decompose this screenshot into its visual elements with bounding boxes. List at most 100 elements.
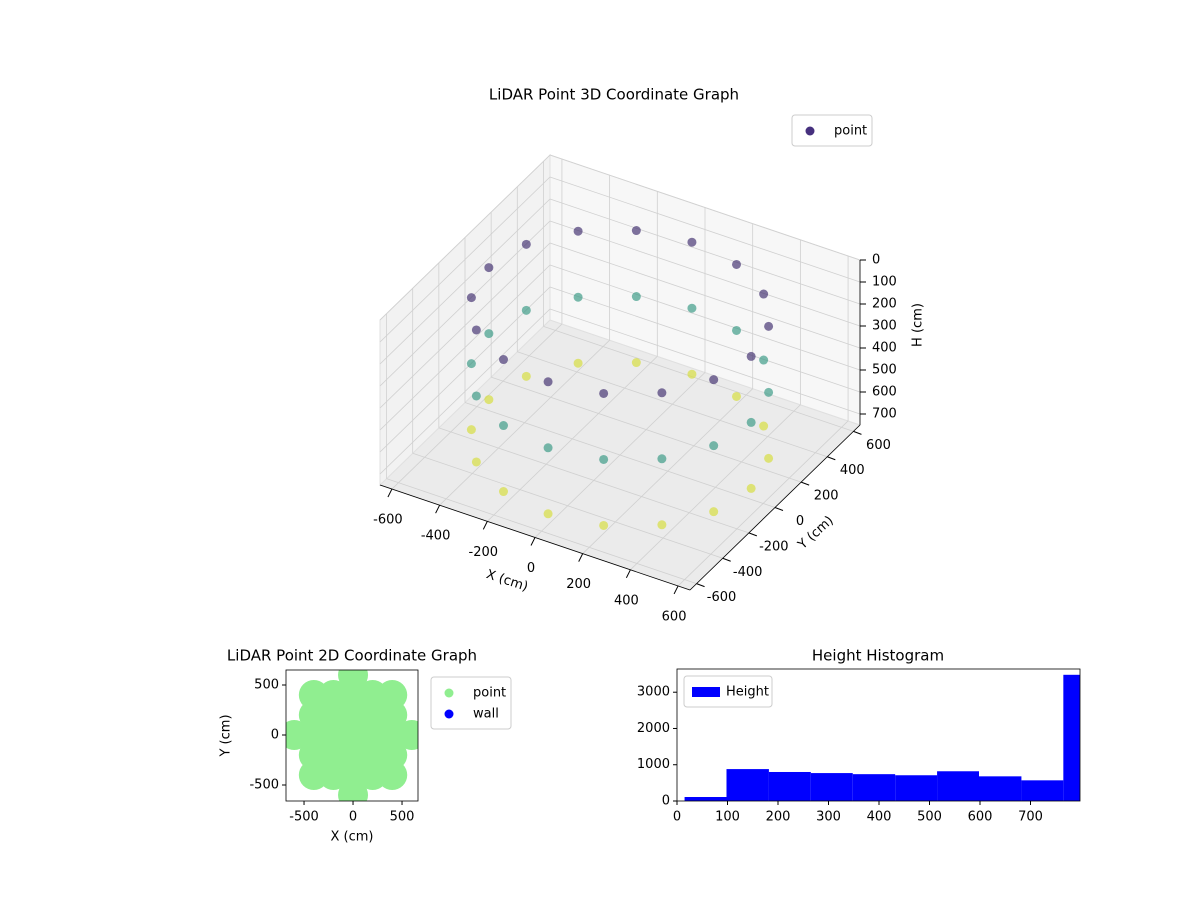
x-tick-label: 600 (662, 609, 687, 624)
legend-swatch (692, 687, 720, 697)
point (466, 425, 476, 435)
grid-line (379, 286, 551, 453)
grid-line (549, 308, 861, 415)
point (471, 391, 481, 401)
point (746, 417, 756, 427)
point (498, 421, 508, 431)
point (484, 263, 494, 273)
grid-line (549, 198, 861, 305)
y-tick-label: 400 (840, 463, 865, 478)
bar (1063, 674, 1080, 801)
point (338, 670, 369, 690)
point (521, 371, 531, 381)
legend-label: point (473, 686, 506, 701)
y-tick-label: 2000 (637, 721, 670, 736)
z-tick-label: 0 (872, 253, 880, 268)
bar (810, 773, 853, 801)
x-tick-label: 0 (527, 561, 535, 576)
grid-line (549, 264, 861, 371)
chart-title: Height Histogram (812, 647, 944, 665)
bar (978, 776, 1022, 801)
point (687, 237, 697, 247)
tick-mark (696, 583, 705, 588)
chart-title: LiDAR Point 3D Coordinate Graph (489, 86, 739, 104)
z-tick-label: 700 (872, 407, 897, 422)
plot-area (684, 674, 1080, 801)
tick-mark (774, 507, 784, 511)
z-tick-label: 500 (872, 363, 897, 378)
grid-line (438, 427, 749, 534)
y-tick-label: -200 (759, 539, 789, 554)
point (573, 226, 583, 236)
legend-swatch (444, 688, 454, 698)
grid-line (379, 308, 551, 475)
x-tick-label: 700 (1018, 810, 1043, 825)
tick-mark (800, 481, 810, 486)
point (396, 720, 418, 750)
tick-mark (625, 569, 631, 579)
legend-swatch (444, 709, 454, 719)
tick-mark (435, 504, 441, 514)
tick-mark (673, 585, 679, 595)
point (599, 520, 609, 530)
y-tick-label: -500 (249, 778, 279, 793)
tick-mark (748, 532, 758, 537)
point (466, 293, 476, 303)
grid-line (549, 242, 861, 349)
x-tick-label: -400 (421, 529, 451, 544)
point (471, 457, 481, 467)
x-tick-label: 200 (566, 577, 591, 592)
x-axis-label: X (cm) (331, 830, 374, 845)
grid-line (379, 198, 551, 365)
x-tick-label: -500 (289, 810, 319, 825)
grid-line (517, 351, 828, 458)
point (484, 395, 494, 405)
tick-mark (530, 537, 536, 546)
point (732, 259, 742, 269)
point (498, 487, 508, 497)
point (498, 355, 508, 365)
y-tick-label: -600 (707, 590, 737, 605)
point (631, 226, 641, 236)
x-tick-label: 600 (968, 810, 993, 825)
point (377, 680, 408, 710)
y-tick-label: 0 (271, 728, 279, 743)
point (573, 292, 583, 302)
y-tick-label: 600 (866, 438, 891, 453)
x-tick-label: 100 (715, 810, 740, 825)
x-axis-label: X (cm) (484, 567, 530, 595)
x-tick-label: 200 (766, 810, 791, 825)
x-tick-label: 400 (867, 810, 892, 825)
y-tick-label: 0 (796, 514, 804, 529)
point (759, 355, 769, 365)
grid-line (543, 325, 854, 432)
point (599, 388, 609, 398)
grid-line (412, 452, 723, 559)
y-tick-label: 1000 (637, 757, 670, 772)
legend-box (791, 114, 873, 147)
x-tick-label: 500 (917, 810, 942, 825)
grid-line (464, 402, 776, 508)
z-axis-label: H (cm) (911, 303, 926, 347)
grid-line (549, 286, 861, 393)
grid-line (549, 220, 861, 327)
grid-line (379, 154, 551, 321)
point (657, 520, 667, 530)
z-tick-label: 300 (872, 319, 897, 334)
z-tick-label: 100 (872, 275, 897, 290)
z-tick-label: 600 (872, 385, 897, 400)
point (732, 325, 742, 335)
legend-box (683, 675, 773, 708)
point (657, 388, 667, 398)
point (709, 507, 719, 517)
bar (726, 769, 769, 801)
grid-line (549, 154, 861, 261)
point (764, 321, 774, 331)
legend-swatch (805, 126, 815, 136)
plot-area (286, 670, 418, 801)
x-tick-label: 0 (673, 810, 681, 825)
z-tick-label: 400 (872, 341, 897, 356)
y-tick-label: 500 (254, 678, 279, 693)
